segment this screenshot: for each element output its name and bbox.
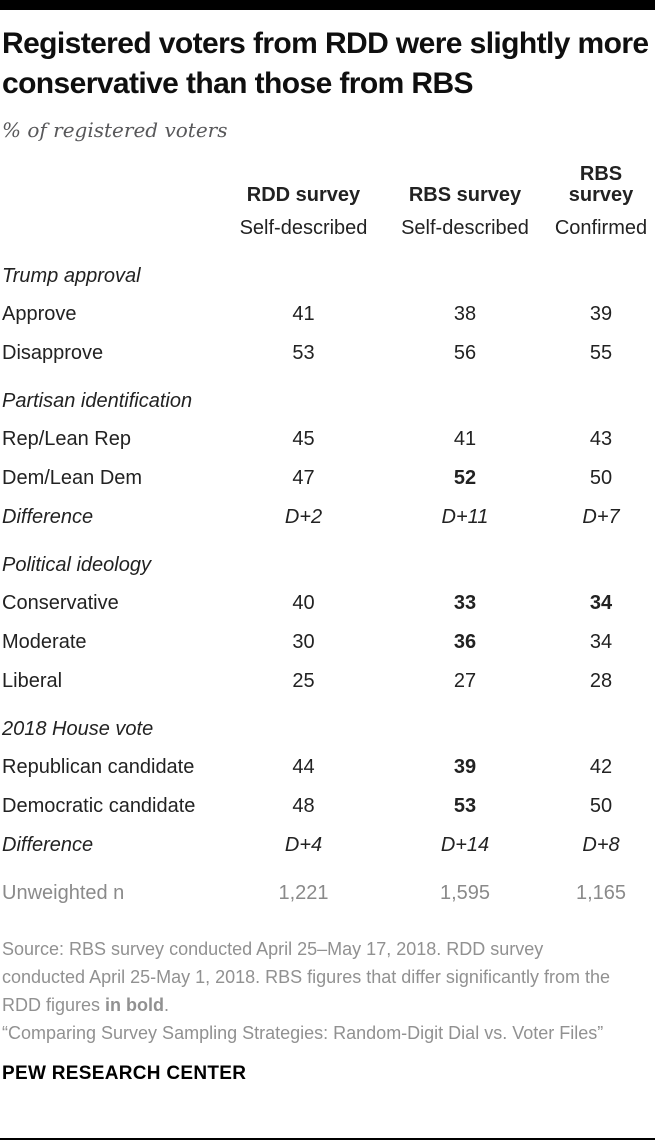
cell-value: 41 bbox=[453, 428, 477, 450]
table-row: Difference D+2 D+11 D+7 bbox=[2, 498, 653, 537]
summary-row-label: Unweighted n bbox=[2, 882, 125, 904]
cell-value: 45 bbox=[292, 428, 315, 450]
cell-value: D+2 bbox=[284, 506, 323, 528]
column-subheader-spacer bbox=[2, 208, 226, 248]
section-header-label: Political ideology bbox=[2, 553, 151, 576]
source-note-text: Source: RBS survey conducted April 25–Ma… bbox=[2, 939, 610, 1015]
report-title-note: “Comparing Survey Sampling Strategies: R… bbox=[2, 1023, 604, 1043]
cell-value: 42 bbox=[589, 756, 613, 778]
column-subheader: Self-described bbox=[401, 216, 529, 239]
column-header-text: RBS survey bbox=[568, 163, 634, 206]
cell-value: D+8 bbox=[582, 834, 620, 856]
table-row: Moderate 30 36 34 bbox=[2, 623, 653, 662]
table-row: Difference D+4 D+14 D+8 bbox=[2, 826, 653, 865]
cell-value: 56 bbox=[453, 342, 477, 364]
table-row: Democratic candidate 48 53 50 bbox=[2, 787, 653, 826]
cell-value: 52 bbox=[453, 467, 477, 489]
column-header: RBS survey bbox=[549, 150, 653, 208]
cell-value: 30 bbox=[292, 631, 315, 653]
cell-value: 33 bbox=[453, 592, 477, 614]
table-row: Disapprove 53 56 55 bbox=[2, 334, 653, 373]
table-row: Approve 41 38 39 bbox=[2, 295, 653, 334]
row-label: Difference bbox=[2, 834, 94, 856]
column-subheader-row: Self-described Self-described Confirmed bbox=[2, 208, 653, 248]
row-label: Republican candidate bbox=[2, 756, 195, 778]
cell-value: 50 bbox=[589, 795, 613, 817]
cell-value: 39 bbox=[589, 303, 613, 325]
column-subheader: Self-described bbox=[239, 216, 368, 239]
survey-comparison-table: RDD survey RBS survey RBS survey Self-descr… bbox=[2, 150, 653, 913]
summary-row: Unweighted n 1,221 1,595 1,165 bbox=[2, 865, 653, 913]
brand-footer: PEW RESEARCH CENTER bbox=[2, 1063, 247, 1084]
summary-cell-value: 1,165 bbox=[575, 882, 627, 904]
source-note: Source: RBS survey conducted April 25–Ma… bbox=[2, 935, 630, 1019]
cell-value: D+11 bbox=[441, 506, 489, 528]
cell-value: D+7 bbox=[582, 506, 620, 528]
summary-cell-value: 1,595 bbox=[439, 882, 491, 904]
cell-value: 55 bbox=[589, 342, 613, 364]
row-label: Difference bbox=[2, 506, 94, 528]
section-header-label: 2018 House vote bbox=[2, 717, 154, 740]
section-header-row: Trump approval bbox=[2, 248, 653, 295]
cell-value: D+14 bbox=[440, 834, 490, 856]
page-title: Registered voters from RDD were slightly… bbox=[2, 27, 649, 100]
row-label: Liberal bbox=[2, 670, 63, 692]
top-accent-bar bbox=[0, 0, 655, 10]
section-header-row: 2018 House vote bbox=[2, 701, 653, 748]
table-row: Rep/Lean Rep 45 41 43 bbox=[2, 420, 653, 459]
column-subheader: Confirmed bbox=[554, 216, 648, 239]
cell-value: 53 bbox=[292, 342, 315, 364]
row-label: Conservative bbox=[2, 592, 119, 614]
column-header-row: RDD survey RBS survey RBS survey bbox=[2, 150, 653, 208]
row-label: Democratic candidate bbox=[2, 795, 196, 817]
cell-value: 38 bbox=[453, 303, 477, 325]
table-row: Republican candidate 44 39 42 bbox=[2, 748, 653, 787]
row-label: Dem/Lean Dem bbox=[2, 467, 143, 489]
cell-value: 41 bbox=[292, 303, 315, 325]
section-header-label: Trump approval bbox=[2, 264, 141, 287]
cell-value: 28 bbox=[589, 670, 613, 692]
source-note-bold: in bold bbox=[105, 995, 165, 1015]
column-header: RDD survey bbox=[246, 184, 361, 206]
table-row: Dem/Lean Dem 47 52 50 bbox=[2, 459, 653, 498]
section-header-label: Partisan identification bbox=[2, 389, 193, 412]
row-label: Moderate bbox=[2, 631, 87, 653]
cell-value: 36 bbox=[453, 631, 477, 653]
row-label: Disapprove bbox=[2, 342, 104, 364]
notes-block: Source: RBS survey conducted April 25–Ma… bbox=[2, 935, 630, 1047]
cell-value: 43 bbox=[589, 428, 613, 450]
table-row: Liberal 25 27 28 bbox=[2, 662, 653, 701]
page-subtitle: % of registered voters bbox=[2, 118, 228, 142]
cell-value: 34 bbox=[589, 592, 613, 614]
bottom-rule bbox=[0, 1138, 655, 1140]
cell-value: 40 bbox=[292, 592, 315, 614]
source-note-period: . bbox=[164, 995, 170, 1015]
summary-cell-value: 1,221 bbox=[278, 882, 329, 904]
cell-value: 48 bbox=[292, 795, 315, 817]
column-header: RBS survey bbox=[408, 184, 522, 206]
cell-value: 47 bbox=[292, 467, 315, 489]
cell-value: 34 bbox=[589, 631, 613, 653]
cell-value: 53 bbox=[453, 795, 477, 817]
cell-value: 44 bbox=[292, 756, 315, 778]
row-label: Approve bbox=[2, 303, 77, 325]
section-header-row: Partisan identification bbox=[2, 373, 653, 420]
cell-value: 27 bbox=[453, 670, 477, 692]
cell-value: 25 bbox=[292, 670, 315, 692]
section-header-row: Political ideology bbox=[2, 537, 653, 584]
column-header-spacer bbox=[2, 150, 226, 208]
table-row: Conservative 40 33 34 bbox=[2, 584, 653, 623]
cell-value: 39 bbox=[453, 756, 477, 778]
row-label: Rep/Lean Rep bbox=[2, 428, 131, 450]
cell-value: D+4 bbox=[284, 834, 323, 856]
cell-value: 50 bbox=[589, 467, 613, 489]
